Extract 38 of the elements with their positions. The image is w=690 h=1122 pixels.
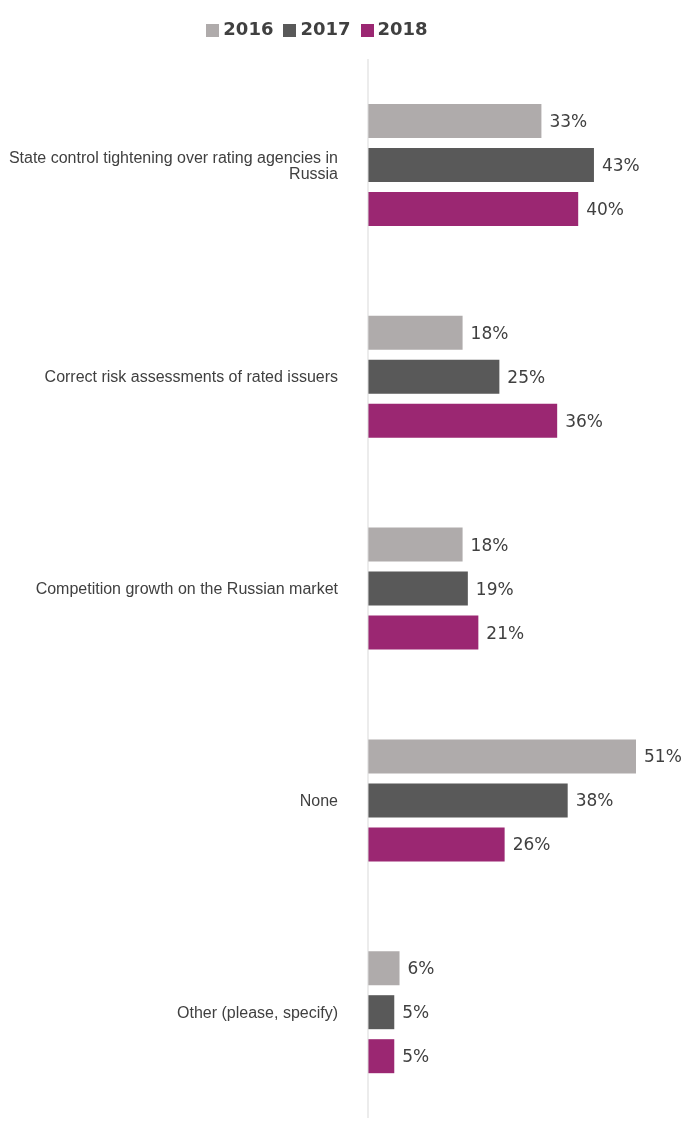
data-label: 18% bbox=[470, 534, 509, 555]
bar bbox=[368, 615, 479, 650]
data-label: 5% bbox=[402, 1002, 430, 1023]
legend-label: 2016 bbox=[223, 18, 274, 39]
bar bbox=[368, 951, 400, 986]
bar bbox=[368, 739, 636, 774]
bar bbox=[368, 148, 594, 182]
data-label: 19% bbox=[475, 578, 514, 599]
bar bbox=[368, 571, 468, 606]
data-label: 26% bbox=[512, 834, 551, 855]
bar bbox=[368, 995, 395, 1030]
bar bbox=[368, 315, 463, 350]
legend-label: 2017 bbox=[300, 18, 351, 39]
bar bbox=[368, 104, 542, 138]
bar bbox=[368, 527, 463, 562]
data-label: 5% bbox=[402, 1046, 430, 1067]
bar bbox=[368, 783, 568, 818]
data-label: 6% bbox=[407, 958, 435, 979]
data-label: 51% bbox=[644, 746, 682, 767]
y-tick-label: None bbox=[299, 791, 339, 809]
data-label: 18% bbox=[470, 322, 509, 343]
data-label: 43% bbox=[601, 155, 640, 176]
data-label: 38% bbox=[575, 790, 614, 811]
bar bbox=[368, 1039, 395, 1074]
data-label: 40% bbox=[586, 199, 624, 220]
data-label: 25% bbox=[507, 366, 546, 387]
bar bbox=[368, 192, 579, 226]
bar bbox=[368, 403, 558, 438]
bar bbox=[368, 359, 500, 394]
data-label: 36% bbox=[565, 410, 603, 431]
legend-label: 2018 bbox=[377, 18, 428, 39]
data-label: 21% bbox=[486, 622, 525, 643]
y-tick-label: Correct risk assessments of rated issuers bbox=[44, 368, 338, 386]
data-label: 33% bbox=[549, 111, 588, 132]
y-tick-label: Competition growth on the Russian market bbox=[35, 580, 339, 598]
y-tick-label: State control tightening over rating agencies in Russia bbox=[8, 148, 339, 182]
y-tick-label: Other (please, specify) bbox=[177, 1003, 338, 1021]
bar bbox=[368, 827, 505, 862]
